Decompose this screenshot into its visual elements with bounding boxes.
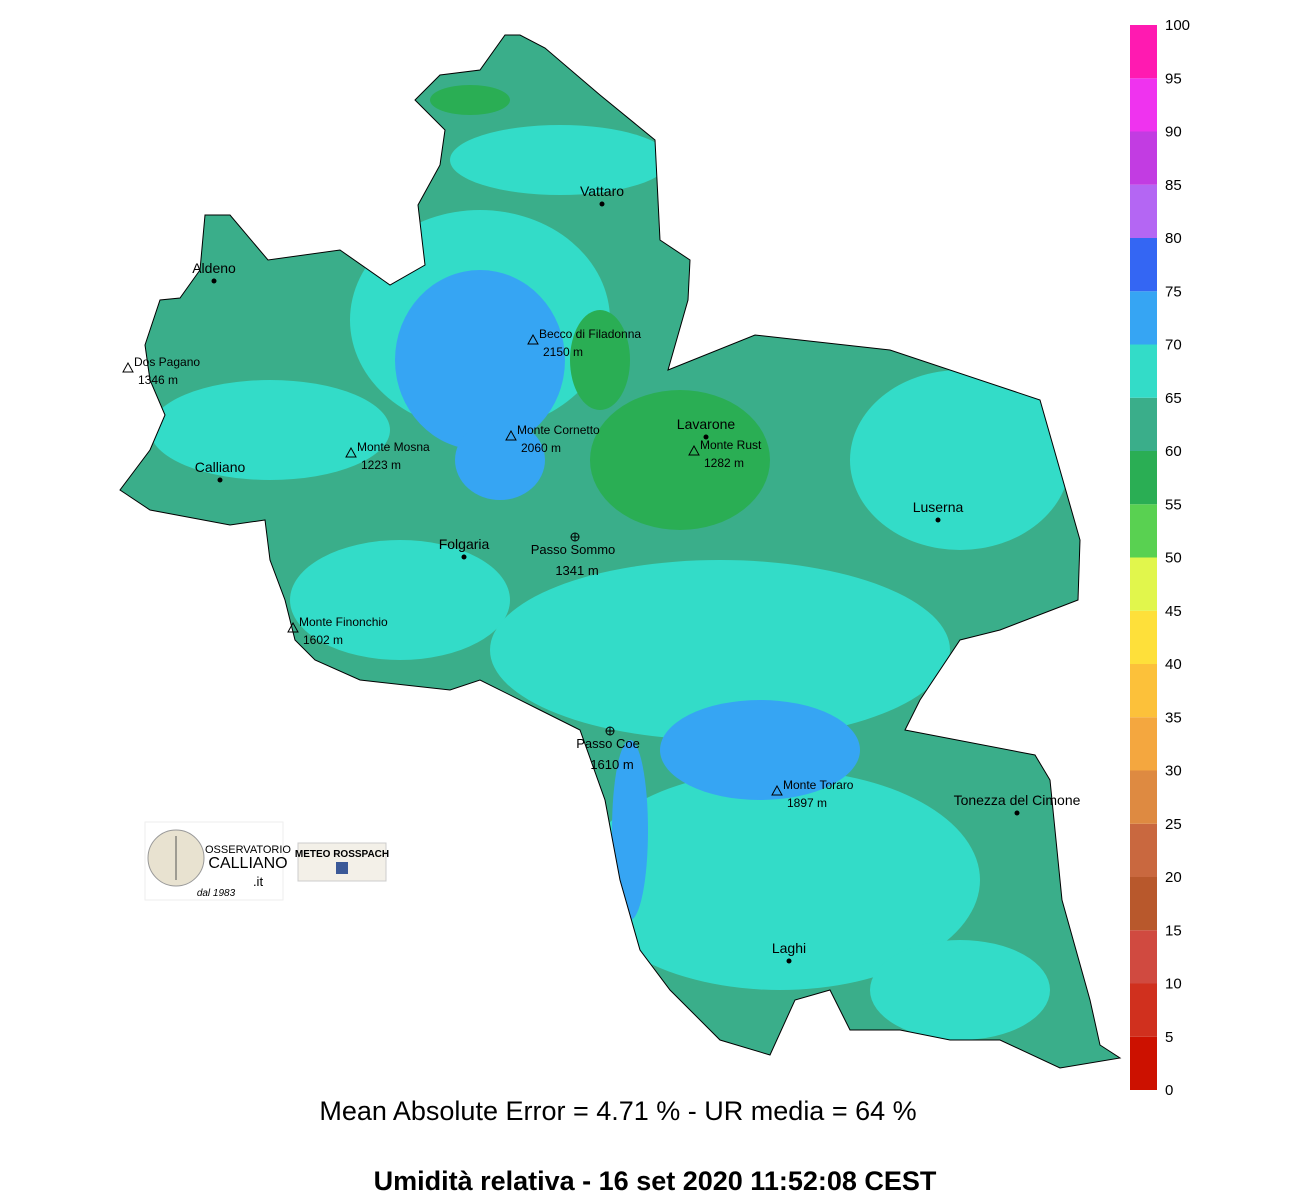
colorbar-swatch xyxy=(1130,451,1157,505)
colorbar-tick-label: 40 xyxy=(1165,656,1182,673)
colorbar-tick-label: 90 xyxy=(1165,124,1182,141)
peak-marker xyxy=(771,784,783,796)
place-elevation: 1346 m xyxy=(138,373,178,387)
place-name: Laghi xyxy=(772,940,806,956)
colorbar-tick-label: 30 xyxy=(1165,763,1182,780)
colorbar-tick-label: 50 xyxy=(1165,550,1182,567)
place-name: Monte Finonchio xyxy=(299,615,388,629)
town-marker xyxy=(211,278,217,284)
place-name: Vattaro xyxy=(580,183,624,199)
logo-meteo: METEO ROSSPACH xyxy=(295,842,389,882)
colorbar-tick-label: 5 xyxy=(1165,1029,1173,1046)
colorbar-tick-label: 35 xyxy=(1165,709,1182,726)
colorbar-swatch xyxy=(1130,184,1157,238)
colorbar-tick-label: 25 xyxy=(1165,816,1182,833)
colorbar-tick-label: 20 xyxy=(1165,869,1182,886)
place-name: Tonezza del Cimone xyxy=(954,792,1081,808)
pass-marker-cross xyxy=(571,533,579,541)
place-elevation: 1897 m xyxy=(787,796,827,810)
colorbar-tick-label: 10 xyxy=(1165,976,1182,993)
colorbar-tick-label: 75 xyxy=(1165,283,1182,300)
pass-marker-cross xyxy=(606,727,614,735)
colorbar-swatch xyxy=(1130,930,1157,984)
place-elevation: 1602 m xyxy=(303,633,343,647)
colorbar-tick-label: 60 xyxy=(1165,443,1182,460)
town-marker xyxy=(786,958,792,964)
colorbar-swatch xyxy=(1130,344,1157,398)
town-marker xyxy=(703,434,709,440)
town-marker xyxy=(1014,810,1020,816)
colorbar-tick-label: 0 xyxy=(1165,1082,1173,1099)
colorbar-swatch xyxy=(1130,610,1157,664)
place-name: Passo Coe xyxy=(576,736,640,751)
colorbar-tick-label: 70 xyxy=(1165,337,1182,354)
colorbar-swatch xyxy=(1130,770,1157,824)
place-elevation: 2150 m xyxy=(543,345,583,359)
place-name: Monte Rust xyxy=(700,438,762,452)
colorbar-swatch xyxy=(1130,397,1157,451)
colorbar-tick-label: 80 xyxy=(1165,230,1182,247)
colorbar-tick-label: 65 xyxy=(1165,390,1182,407)
place-elevation: 1341 m xyxy=(555,563,598,578)
peak-marker xyxy=(527,333,539,345)
colorbar-tick-label: 100 xyxy=(1165,17,1190,34)
colorbar-tick-label: 45 xyxy=(1165,603,1182,620)
peak-marker xyxy=(688,444,700,456)
place-name: Calliano xyxy=(195,459,246,475)
colorbar-swatch xyxy=(1130,877,1157,931)
place-name: Monte Mosna xyxy=(357,440,430,454)
peak-marker xyxy=(505,429,517,441)
place-name: Monte Cornetto xyxy=(517,423,600,437)
colorbar-swatch xyxy=(1130,557,1157,611)
town-marker xyxy=(935,517,941,523)
logo-text: dal 1983 xyxy=(197,888,236,899)
place-name: Passo Sommo xyxy=(531,542,616,557)
colorbar-swatch xyxy=(1130,291,1157,345)
place-name: Folgaria xyxy=(439,536,490,552)
colorbar-tick-label: 55 xyxy=(1165,496,1182,513)
colorbar-tick-label: 15 xyxy=(1165,922,1182,939)
colorbar-swatch xyxy=(1130,504,1157,558)
place-name: Dos Pagano xyxy=(134,355,200,369)
logo-text: .it xyxy=(253,874,264,889)
colorbar-tick-label: 85 xyxy=(1165,177,1182,194)
colorbar-swatch xyxy=(1130,78,1157,132)
place-elevation: 1282 m xyxy=(704,456,744,470)
colorbar-swatch xyxy=(1130,131,1157,185)
subtitle: Mean Absolute Error = 4.71 % - UR media … xyxy=(319,1096,916,1126)
title: Umidità relativa - 16 set 2020 11:52:08 … xyxy=(374,1166,937,1196)
colorbar-swatch xyxy=(1130,238,1157,292)
colorbar-swatch xyxy=(1130,983,1157,1037)
logo-text: OSSERVATORIO xyxy=(205,844,291,856)
place-name: Lavarone xyxy=(677,416,736,432)
place-name: Aldeno xyxy=(192,260,236,276)
colorbar-tick-label: 95 xyxy=(1165,70,1182,87)
place-name: Becco di Filadonna xyxy=(539,327,641,341)
place-elevation: 1223 m xyxy=(361,458,401,472)
town-marker xyxy=(461,554,467,560)
colorbar-swatch xyxy=(1130,1036,1157,1090)
place-elevation: 2060 m xyxy=(521,441,561,455)
logo-text: METEO ROSSPACH xyxy=(295,849,389,860)
logo-observatory: OSSERVATORIO CALLIANO .it dal 1983 xyxy=(144,821,291,901)
place-name: Luserna xyxy=(913,499,964,515)
colorbar-swatch xyxy=(1130,717,1157,771)
town-marker xyxy=(217,477,223,483)
place-elevation: 1610 m xyxy=(590,757,633,772)
place-name: Monte Toraro xyxy=(783,778,854,792)
colorbar-swatch xyxy=(1130,25,1157,79)
peak-marker xyxy=(287,621,299,633)
colorbar-swatch xyxy=(1130,664,1157,718)
town-marker xyxy=(599,201,605,207)
logo-text: CALLIANO xyxy=(208,855,287,872)
peak-marker xyxy=(122,361,134,373)
colorbar-swatch xyxy=(1130,823,1157,877)
peak-marker xyxy=(345,446,357,458)
